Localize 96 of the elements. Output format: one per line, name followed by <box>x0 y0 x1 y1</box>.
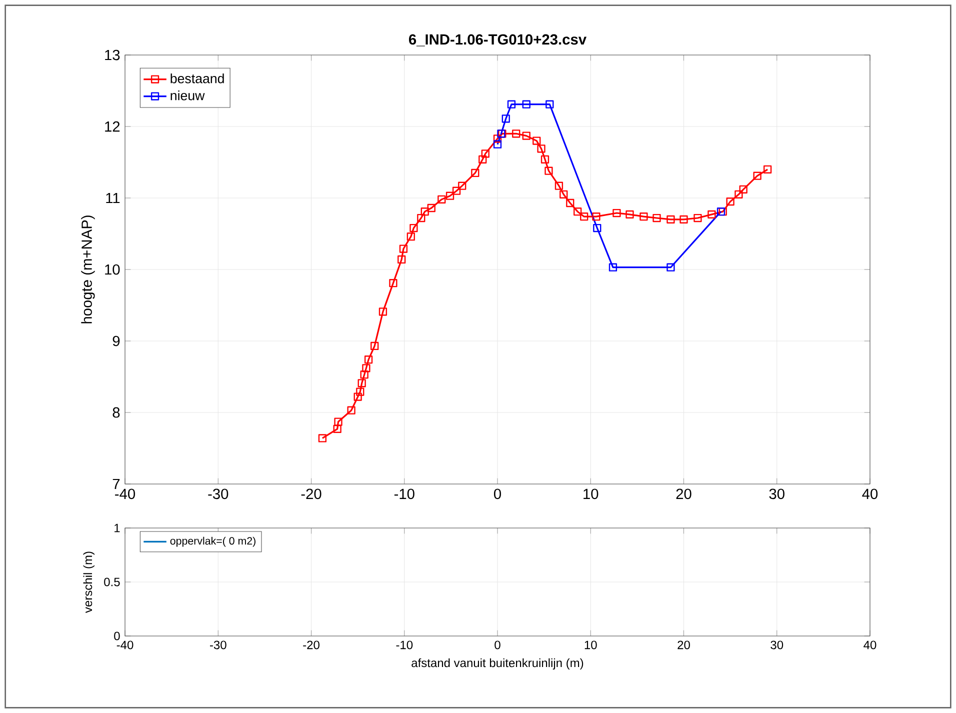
point <box>608 263 618 272</box>
point <box>537 144 546 153</box>
point <box>640 212 648 221</box>
point <box>544 166 553 175</box>
x-tick-label: 30 <box>769 488 784 500</box>
point <box>540 155 550 164</box>
y-tick-label: 12 <box>105 121 120 132</box>
y-tick-label: 11 <box>106 192 120 204</box>
point <box>406 232 415 241</box>
point <box>708 210 716 219</box>
point <box>612 208 621 218</box>
y-tick-label: 8 <box>112 407 120 418</box>
legend-label: bestaand <box>170 73 224 84</box>
point <box>446 192 454 200</box>
point <box>739 185 748 194</box>
point <box>592 212 600 221</box>
x-tick-label: -30 <box>210 640 226 650</box>
legend-label: nieuw <box>170 90 205 100</box>
point <box>626 210 634 219</box>
point <box>522 100 530 108</box>
point <box>360 370 368 379</box>
point <box>560 190 568 198</box>
x-tick-label: 40 <box>862 488 878 500</box>
x-tick-label: 30 <box>770 640 784 650</box>
y-tick-label: 0 <box>114 632 120 640</box>
point <box>493 140 502 148</box>
point <box>522 132 530 140</box>
point <box>354 392 362 401</box>
point <box>666 263 675 272</box>
point <box>420 208 429 216</box>
y-tick-label: 7 <box>112 478 120 490</box>
point <box>364 356 373 364</box>
point <box>512 130 520 138</box>
point <box>438 195 446 204</box>
x-tick-label: 10 <box>584 640 597 650</box>
x-axis-title: afstand vanuit buitenkruinlijn (m) <box>412 658 584 670</box>
chart-title: 6_IND-1.06-TG010+23.csv <box>408 34 586 46</box>
x-tick-label: -20 <box>303 640 320 650</box>
y-tick-label: 10 <box>105 264 120 275</box>
x-tick-label: -40 <box>116 640 134 650</box>
point <box>370 342 379 350</box>
point <box>471 168 480 178</box>
point <box>389 279 398 288</box>
point <box>593 224 602 232</box>
point <box>694 214 702 222</box>
x-tick-label: -40 <box>115 488 136 500</box>
y-axis-title: verschil (m) <box>83 552 94 613</box>
x-tick-label: 0 <box>494 640 500 650</box>
point <box>358 379 366 388</box>
point <box>398 255 406 264</box>
point <box>734 190 743 198</box>
x-tick-label: -10 <box>394 488 414 500</box>
point <box>502 114 510 123</box>
point <box>399 244 408 253</box>
point <box>334 418 342 426</box>
point <box>532 136 541 145</box>
point <box>574 208 582 216</box>
point <box>580 212 588 221</box>
point <box>666 215 675 224</box>
x-tick-label: 20 <box>676 488 692 500</box>
point <box>680 215 688 224</box>
point <box>546 100 554 108</box>
point <box>481 150 490 158</box>
point <box>347 406 356 414</box>
x-tick-label: 40 <box>864 640 876 650</box>
legend-label: oppervlak=( 0 m2) <box>170 536 256 547</box>
x-tick-label: 0 <box>494 488 501 500</box>
x-tick-label: -10 <box>396 640 413 650</box>
point <box>566 198 574 208</box>
point <box>452 186 461 195</box>
point <box>427 204 436 212</box>
x-tick-label: 20 <box>678 640 690 650</box>
point <box>333 424 342 433</box>
point <box>417 214 426 222</box>
x-tick-label: -20 <box>301 488 322 500</box>
point <box>478 155 487 164</box>
point <box>493 134 502 143</box>
point <box>362 364 370 372</box>
y-tick-label: 0.5 <box>104 578 120 586</box>
y-axis-title: hoogte (m+NAP) <box>81 216 95 324</box>
point <box>554 182 564 190</box>
x-tick-label: -30 <box>208 488 228 500</box>
point <box>652 214 661 222</box>
point <box>410 224 418 232</box>
point <box>507 100 516 108</box>
point <box>753 172 762 180</box>
point <box>378 308 388 316</box>
y-tick-label: 13 <box>105 50 120 60</box>
y-tick-label: 1 <box>114 524 120 532</box>
point <box>763 165 772 174</box>
y-tick-label: 9 <box>112 336 120 346</box>
point <box>458 182 466 190</box>
point <box>318 434 326 442</box>
point <box>356 388 364 396</box>
point <box>726 198 734 206</box>
x-tick-label: 10 <box>584 488 598 500</box>
